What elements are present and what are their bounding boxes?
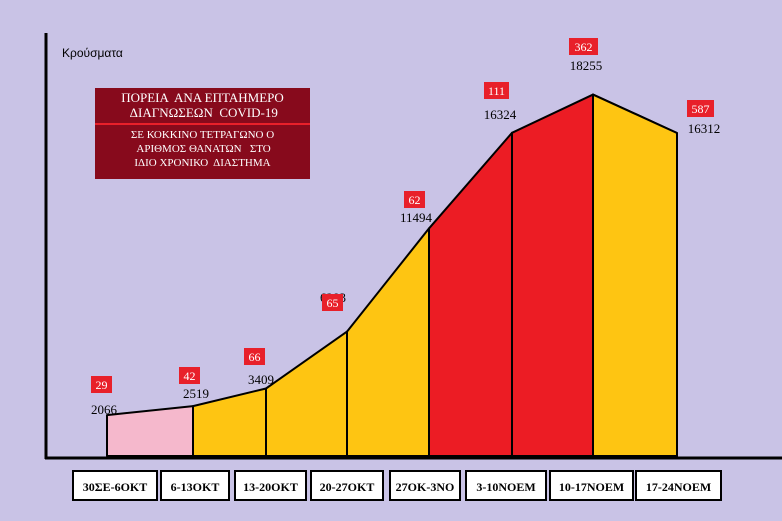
death-box-2: [179, 367, 200, 384]
death-label-3: 66: [249, 350, 261, 364]
category-box-3: [234, 470, 307, 501]
death-labels: 29 42 66 65 62 111 362 587: [91, 38, 714, 393]
area-segment-5: [428, 131, 513, 457]
death-box-7: [569, 38, 598, 55]
death-label-4: 65: [327, 296, 339, 310]
axes: [44, 33, 782, 460]
death-label-5: 62: [409, 193, 421, 207]
category-label-7: 10-17ΝΟΕΜ: [559, 480, 624, 494]
area-segment-6: [511, 93, 594, 457]
death-label-1: 29: [96, 378, 108, 392]
category-label-2: 6-13ΟΚΤ: [171, 480, 220, 494]
death-box-3: [244, 348, 265, 365]
chart-subtitle: ΣΕ ΚΟΚΚΙΝΟ ΤΕΤΡΑΓΩΝΟ Ο ΑΡΙΘΜΟΣ ΘΑΝΑΤΩΝ Σ…: [130, 129, 275, 169]
y-axis-label: Κρούσματα: [62, 46, 123, 60]
case-label-2: 2519: [183, 386, 209, 401]
case-label-6: 16324: [484, 107, 517, 122]
area-segment-1: [106, 405, 194, 457]
death-box-6: [484, 82, 509, 99]
death-box-8: [687, 100, 714, 117]
case-label-8: 16312: [688, 121, 721, 136]
death-box-1: [91, 376, 112, 393]
death-box-5: [404, 191, 425, 208]
case-label-5: 11494: [400, 210, 433, 225]
legend-divider: [95, 123, 310, 125]
category-labels: 30ΣΕ-6ΟΚΤ 6-13ΟΚΤ 13-20ΟΚΤ 20-27ΟΚΤ 27ΟΚ-3ΝΟ…: [72, 470, 722, 501]
category-label-8: 17-24ΝΟΕΜ: [646, 480, 711, 494]
category-box-7: [549, 470, 634, 501]
category-label-3: 13-20ΟΚΤ: [243, 480, 298, 494]
case-label-1: 2066: [91, 402, 118, 417]
category-label-4: 20-27ΟΚΤ: [320, 480, 375, 494]
death-label-8: 587: [692, 102, 710, 116]
area-segment-8: [592, 93, 678, 457]
case-label-7: 18255: [570, 58, 603, 73]
category-box-6: [465, 470, 547, 501]
death-label-6: 111: [488, 84, 505, 98]
category-label-5: 27ΟΚ-3ΝΟ: [396, 480, 455, 494]
legend-box: ΠΟΡΕΙΑ ΑΝΑ ΕΠΤΑΗΜΕΡΟ ΔΙΑΓΝΩΣΕΩΝ COVID-19…: [95, 88, 310, 179]
category-label-6: 3-10ΝΟΕΜ: [476, 480, 535, 494]
category-box-4: [310, 470, 384, 501]
death-box-4: [322, 294, 343, 311]
area-segment-4: [346, 227, 430, 457]
category-box-5: [389, 470, 461, 501]
death-label-7: 362: [575, 40, 593, 54]
area-segment-3: [265, 330, 348, 457]
category-box-2: [160, 470, 230, 501]
area-segments: [106, 93, 678, 457]
case-labels: 206625193409628311494163241825516312: [91, 58, 720, 417]
case-label-3: 3409: [248, 372, 274, 387]
category-box-8: [635, 470, 722, 501]
category-label-1: 30ΣΕ-6ΟΚΤ: [83, 480, 148, 494]
category-box-1: [72, 470, 158, 501]
death-label-2: 42: [184, 369, 196, 383]
chart-title: ΠΟΡΕΙΑ ΑΝΑ ΕΠΤΑΗΜΕΡΟ ΔΙΑΓΝΩΣΕΩΝ COVID-19: [121, 90, 284, 120]
